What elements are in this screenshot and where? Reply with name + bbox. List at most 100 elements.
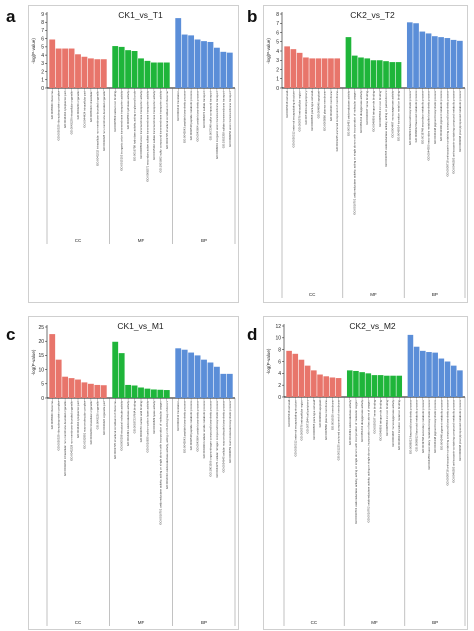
term-label: GO:1901566 organonitrogen compound biosy… bbox=[208, 400, 212, 476]
term-label: GO:0098656 anion transmembrane transport bbox=[228, 91, 232, 147]
bar-bp bbox=[194, 355, 201, 398]
term-label: GO:0009059 macromolecule biosynthetic pr… bbox=[228, 400, 232, 462]
term-label: GO:0019748 secondary metabolic process bbox=[420, 90, 424, 144]
chart-svg-a: CK1_vs_T1 -log(P-value) 0 1 2 3 4 5 6 7 8 9 GO:00058… bbox=[31, 10, 236, 244]
bar-bp bbox=[181, 34, 188, 88]
term-label: GO:0006412 translation bbox=[176, 91, 180, 121]
group-label-cc: CC bbox=[309, 292, 316, 297]
bar-bp bbox=[175, 18, 182, 88]
bar-cc bbox=[323, 376, 329, 397]
bar-bp bbox=[201, 41, 207, 88]
bar-bp bbox=[226, 373, 233, 398]
bar-mf bbox=[365, 373, 372, 397]
y-tick-label: 7 bbox=[41, 28, 44, 34]
y-tick-label: 12 bbox=[275, 324, 281, 330]
term-label: GO:0043232 intracellular non-membrane-bo… bbox=[63, 401, 67, 476]
term-label: GO:0046283 anthocyanin-containing compou… bbox=[452, 399, 456, 482]
term-label: GO:0009698 phenylpropanoid metabolic pro… bbox=[458, 90, 462, 151]
term-label: GO:0044550 secondary metabolite biosynth… bbox=[427, 399, 431, 469]
bar-cc bbox=[81, 56, 88, 88]
chart-svg-c: CK1_vs_M1 -log(P-value) 0 5 10 15 20 25 GO:00058… bbox=[31, 321, 236, 626]
bar-cc bbox=[68, 378, 75, 398]
term-label: GO:0016702 oxidoreductase activity, acti… bbox=[366, 400, 370, 523]
chart-title: CK1_vs_M1 bbox=[117, 321, 164, 331]
bar-bp bbox=[450, 365, 457, 397]
term-label: GO:0030312 external encapsulating struct… bbox=[293, 400, 297, 457]
panel-letter-a: a bbox=[6, 7, 16, 26]
term-label: GO:0004553 hydrolase activity bbox=[126, 90, 130, 129]
bar-bp bbox=[432, 36, 438, 88]
term-label: GO:0005618 cell wall bbox=[285, 91, 289, 118]
bar-bp bbox=[426, 352, 432, 397]
term-label: GO:0043604 amide biosynthetic process bbox=[196, 400, 200, 451]
term-label: GO:0008272 sulfate transport bbox=[202, 91, 206, 128]
term-label: GO:0030529 ribonucleoprotein complex bbox=[57, 400, 61, 450]
y-tick-label: 3 bbox=[276, 58, 279, 64]
term-label: GO:0046914 transition metal ion binding bbox=[397, 91, 401, 142]
chart-svg-b: CK2_vs_T2 -log(P-value) 0 1 2 3 4 5 6 7 8 GO:000561… bbox=[266, 10, 466, 298]
bar-mf bbox=[118, 353, 125, 398]
bar-cc bbox=[81, 382, 88, 398]
y-tick-label: 20 bbox=[38, 339, 44, 345]
bar-bp bbox=[175, 348, 182, 398]
term-label: GO:0030529 ribonucleoprotein complex bbox=[57, 90, 61, 140]
bar-cc bbox=[49, 334, 56, 398]
term-label: GO:0020037 heme binding bbox=[373, 400, 377, 434]
bar-mf bbox=[131, 51, 138, 88]
bar-mf bbox=[353, 370, 359, 397]
chart-panel-b: CK2_vs_T2 -log(P-value) 0 1 2 3 4 5 6 7 8 GO:000561… bbox=[263, 5, 468, 303]
panel-letter-d: d bbox=[247, 325, 258, 344]
group-label-bp: BP bbox=[432, 620, 438, 625]
term-label: GO:0009812 flavonoid metabolic process bbox=[415, 399, 419, 451]
y-tick-label: 7 bbox=[276, 21, 279, 27]
term-label: GO:0006518 peptide metabolic process bbox=[189, 400, 193, 450]
bar-bp bbox=[432, 352, 438, 397]
bar-cc bbox=[100, 59, 107, 88]
bar-cc bbox=[317, 374, 323, 397]
bar-cc bbox=[315, 58, 322, 88]
term-label: GO:0009813 flavonoid biosynthetic proces… bbox=[408, 399, 412, 454]
bar-cc bbox=[49, 39, 56, 88]
chart-title: CK2_vs_T2 bbox=[350, 10, 395, 20]
term-label: GO:0016798 hydrolase activity, acting on… bbox=[133, 90, 137, 161]
bar-bp bbox=[220, 373, 227, 398]
chart-panel-a: CK1_vs_T1 -log(P-value) 0 1 2 3 4 5 6 7 8 9 GO:00058… bbox=[28, 5, 239, 303]
bar-mf bbox=[351, 55, 358, 88]
bar-mf bbox=[157, 389, 164, 398]
bar-mf bbox=[150, 62, 157, 88]
term-label: GO:0098661 inorganic anion transmembrane… bbox=[215, 91, 219, 159]
bar-cc bbox=[100, 385, 107, 398]
bar-mf bbox=[376, 60, 383, 88]
term-label: GO:0042440 pigment metabolic process bbox=[439, 399, 443, 450]
term-label: GO:0044444 cytoplasmic part bbox=[76, 401, 80, 438]
y-tick-label: 1 bbox=[276, 77, 279, 83]
bar-bp bbox=[207, 41, 214, 88]
term-label: GO:0016491 oxidoreductase activity bbox=[126, 400, 130, 446]
bar-bp bbox=[226, 52, 233, 88]
bar-mf bbox=[395, 62, 402, 88]
term-label: GO:0019748 secondary metabolic process bbox=[421, 399, 425, 453]
group-label-cc: CC bbox=[311, 620, 318, 625]
bar-mf bbox=[144, 60, 151, 88]
bar-cc bbox=[62, 48, 69, 88]
bar-cc bbox=[303, 57, 309, 88]
bar-bp bbox=[181, 349, 188, 398]
chart-svg-d: CK2_vs_M2 -log(P-value) 0 2 4 6 8 10 12 GO:000561… bbox=[266, 321, 466, 626]
bar-mf bbox=[389, 62, 396, 88]
term-label: GO:0003723 RNA binding bbox=[133, 401, 137, 434]
term-label: GO:0005886 plasma membrane bbox=[324, 400, 328, 440]
bar-mf bbox=[396, 375, 403, 397]
bar-mf bbox=[163, 390, 170, 398]
bar-mf bbox=[150, 389, 157, 398]
bar-bp bbox=[406, 22, 413, 89]
bar-bp bbox=[194, 39, 201, 88]
term-label: GO:0005576 extracellular region bbox=[298, 91, 302, 132]
term-label: GO:0044550 secondary metabolite biosynth… bbox=[427, 90, 431, 160]
term-label: GO:0043226 organelle bbox=[95, 401, 99, 430]
y-tick-label: 8 bbox=[278, 347, 281, 353]
bar-mf bbox=[144, 388, 151, 398]
y-tick-label: 0 bbox=[41, 396, 44, 402]
bar-bp bbox=[420, 350, 426, 397]
bar-cc bbox=[321, 58, 328, 88]
term-label: GO:0005886 plasma membrane bbox=[323, 91, 327, 131]
